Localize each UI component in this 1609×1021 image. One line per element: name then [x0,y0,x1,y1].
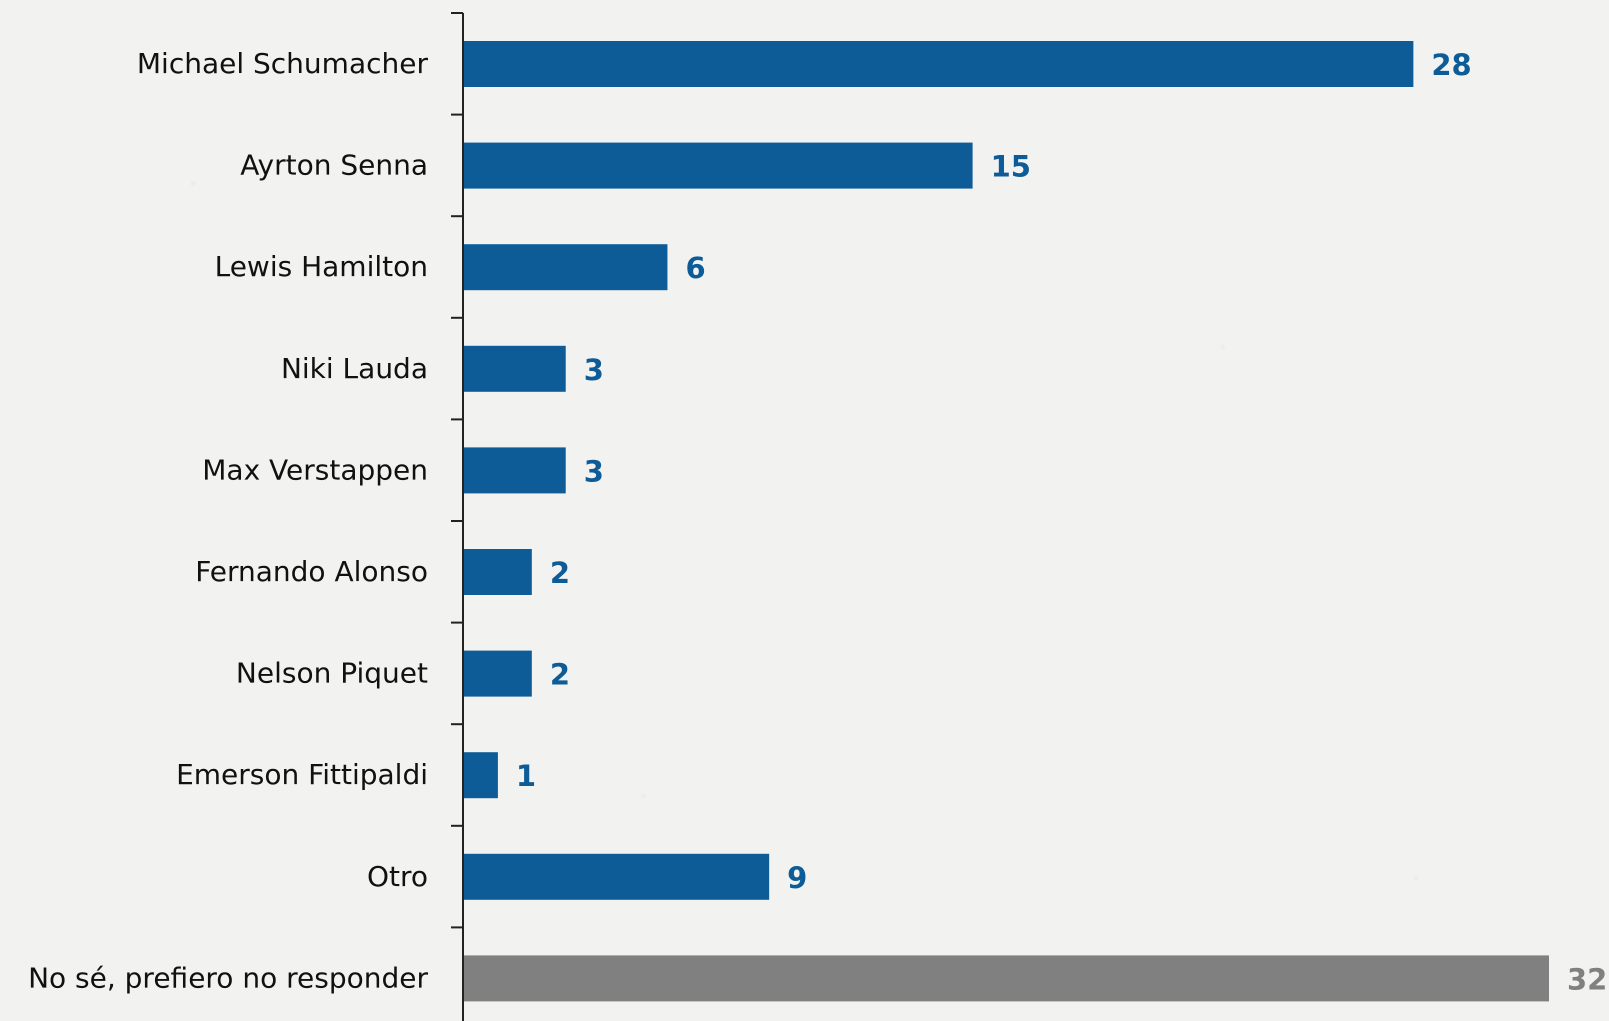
value-label-nelson-piquet: 2 [550,658,570,692]
bar-fernando-alonso [464,549,532,595]
category-label-michael-schumacher: Michael Schumacher [137,47,429,80]
bar-ayrton-senna [464,142,973,189]
value-label-niki-lauda: 3 [584,353,604,387]
category-label-fernando-alonso: Fernando Alonso [195,555,428,588]
value-label-fernando-alonso: 2 [550,556,570,590]
category-label-nelson-piquet: Nelson Piquet [236,657,428,690]
category-label-otro: Otro [367,860,428,893]
value-label-max-verstappen: 3 [584,454,604,488]
value-label-ayrton-senna: 15 [991,150,1031,184]
bar-niki-lauda [464,345,566,392]
value-label-emerson-fittipaldi: 1 [516,759,536,793]
bar-lewis-hamilton [464,244,668,291]
value-label-no-se-prefiero-no-responder: 32 [1567,962,1607,996]
bar-otro [464,853,770,900]
category-label-max-verstappen: Max Verstappen [202,453,428,486]
value-label-michael-schumacher: 28 [1431,48,1471,82]
bar-no-se-prefiero-no-responder [464,955,1549,1002]
category-label-no-se-prefiero-no-responder: No sé, prefiero no responder [28,961,428,994]
axis-ticks [451,12,463,929]
bar-max-verstappen [464,447,566,494]
value-label-otro: 9 [787,861,807,895]
category-label-ayrton-senna: Ayrton Senna [240,149,428,182]
category-label-niki-lauda: Niki Lauda [281,352,428,385]
bars [464,41,1549,1002]
category-label-emerson-fittipaldi: Emerson Fittipaldi [176,758,428,791]
category-labels: Michael Schumacher Ayrton Senna Lewis Hami… [28,47,428,994]
bar-nelson-piquet [464,650,532,697]
bar-emerson-fittipaldi [464,752,498,799]
bar-michael-schumacher [464,41,1414,87]
category-label-lewis-hamilton: Lewis Hamilton [215,250,428,283]
value-label-lewis-hamilton: 6 [685,251,705,285]
